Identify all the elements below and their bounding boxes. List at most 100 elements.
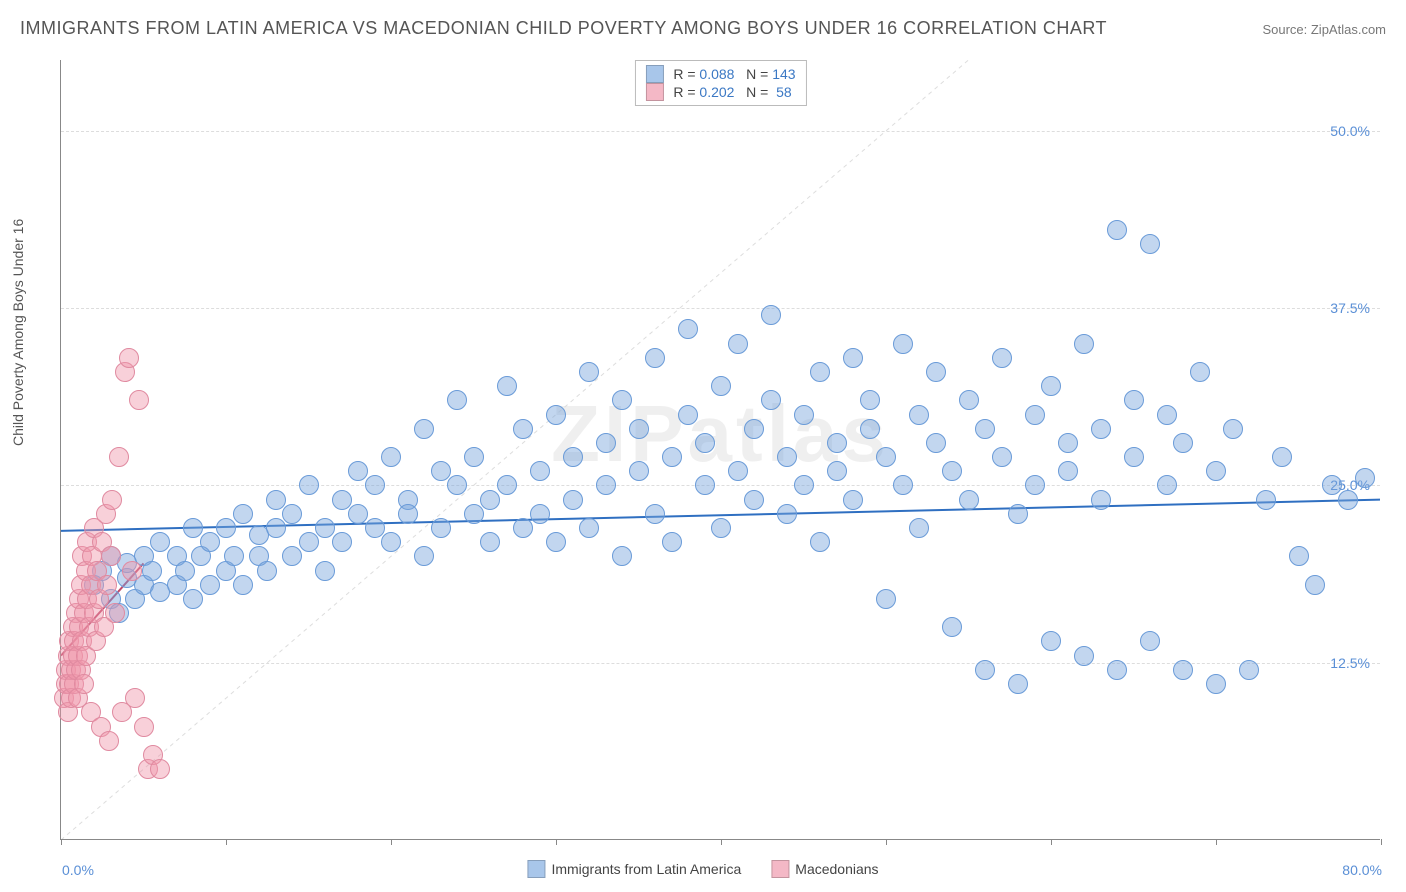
data-point	[315, 518, 335, 538]
data-point	[1256, 490, 1276, 510]
data-point	[959, 390, 979, 410]
y-tick-label: 37.5%	[1330, 300, 1370, 316]
data-point	[1008, 674, 1028, 694]
data-point	[1272, 447, 1292, 467]
data-point	[1124, 390, 1144, 410]
y-tick-label: 12.5%	[1330, 655, 1370, 671]
data-point	[97, 575, 117, 595]
data-point	[332, 532, 352, 552]
grid-line	[61, 131, 1380, 132]
data-point	[827, 461, 847, 481]
data-point	[99, 731, 119, 751]
data-point	[1058, 461, 1078, 481]
data-point	[695, 433, 715, 453]
x-tick	[61, 839, 62, 845]
data-point	[224, 546, 244, 566]
data-point	[975, 419, 995, 439]
data-point	[216, 518, 236, 538]
data-point	[1157, 405, 1177, 425]
data-point	[645, 348, 665, 368]
data-point	[1206, 674, 1226, 694]
data-point	[497, 475, 517, 495]
data-point	[464, 447, 484, 467]
x-tick	[721, 839, 722, 845]
data-point	[596, 475, 616, 495]
data-point	[348, 504, 368, 524]
data-point	[1190, 362, 1210, 382]
data-point	[744, 419, 764, 439]
data-point	[183, 589, 203, 609]
data-point	[744, 490, 764, 510]
x-tick	[226, 839, 227, 845]
data-point	[942, 617, 962, 637]
data-point	[125, 688, 145, 708]
data-point	[282, 504, 302, 524]
data-point	[1074, 334, 1094, 354]
data-point	[1074, 646, 1094, 666]
data-point	[579, 362, 599, 382]
data-point	[1025, 405, 1045, 425]
x-tick	[886, 839, 887, 845]
data-point	[480, 532, 500, 552]
data-point	[332, 490, 352, 510]
data-point	[711, 518, 731, 538]
data-point	[728, 334, 748, 354]
x-tick	[1051, 839, 1052, 845]
data-point	[1289, 546, 1309, 566]
data-point	[1008, 504, 1028, 524]
data-point	[447, 390, 467, 410]
data-point	[1058, 433, 1078, 453]
data-point	[381, 447, 401, 467]
data-point	[695, 475, 715, 495]
data-point	[761, 305, 781, 325]
data-point	[1107, 220, 1127, 240]
data-point	[794, 405, 814, 425]
x-tick	[1216, 839, 1217, 845]
data-point	[942, 461, 962, 481]
data-point	[530, 461, 550, 481]
bottom-legend-label: Macedonians	[795, 861, 878, 877]
data-point	[299, 532, 319, 552]
data-point	[893, 334, 913, 354]
data-point	[150, 532, 170, 552]
data-point	[777, 447, 797, 467]
data-point	[530, 504, 550, 524]
data-point	[662, 532, 682, 552]
legend-swatch	[645, 83, 663, 101]
data-point	[1173, 433, 1193, 453]
data-point	[102, 490, 122, 510]
data-point	[1173, 660, 1193, 680]
data-point	[431, 461, 451, 481]
data-point	[1041, 631, 1061, 651]
data-point	[431, 518, 451, 538]
data-point	[348, 461, 368, 481]
bottom-legend-label: Immigrants from Latin America	[551, 861, 741, 877]
data-point	[1338, 490, 1358, 510]
x-origin-label: 0.0%	[62, 862, 94, 878]
legend-swatch	[645, 65, 663, 83]
data-point	[876, 447, 896, 467]
data-point	[447, 475, 467, 495]
data-point	[926, 362, 946, 382]
data-point	[513, 419, 533, 439]
data-point	[315, 561, 335, 581]
data-point	[563, 490, 583, 510]
data-point	[645, 504, 665, 524]
data-point	[761, 390, 781, 410]
data-point	[299, 475, 319, 495]
source-label: Source: ZipAtlas.com	[1262, 22, 1386, 37]
data-point	[414, 419, 434, 439]
data-point	[365, 475, 385, 495]
data-point	[513, 518, 533, 538]
data-point	[414, 546, 434, 566]
y-tick-label: 50.0%	[1330, 123, 1370, 139]
data-point	[1223, 419, 1243, 439]
grid-line	[61, 485, 1380, 486]
data-point	[200, 532, 220, 552]
x-max-label: 80.0%	[1342, 862, 1382, 878]
data-point	[105, 603, 125, 623]
bottom-legend-item: Macedonians	[771, 860, 878, 878]
legend-row: R = 0.202 N = 58	[645, 83, 795, 101]
data-point	[101, 546, 121, 566]
bottom-legend-item: Immigrants from Latin America	[527, 860, 741, 878]
